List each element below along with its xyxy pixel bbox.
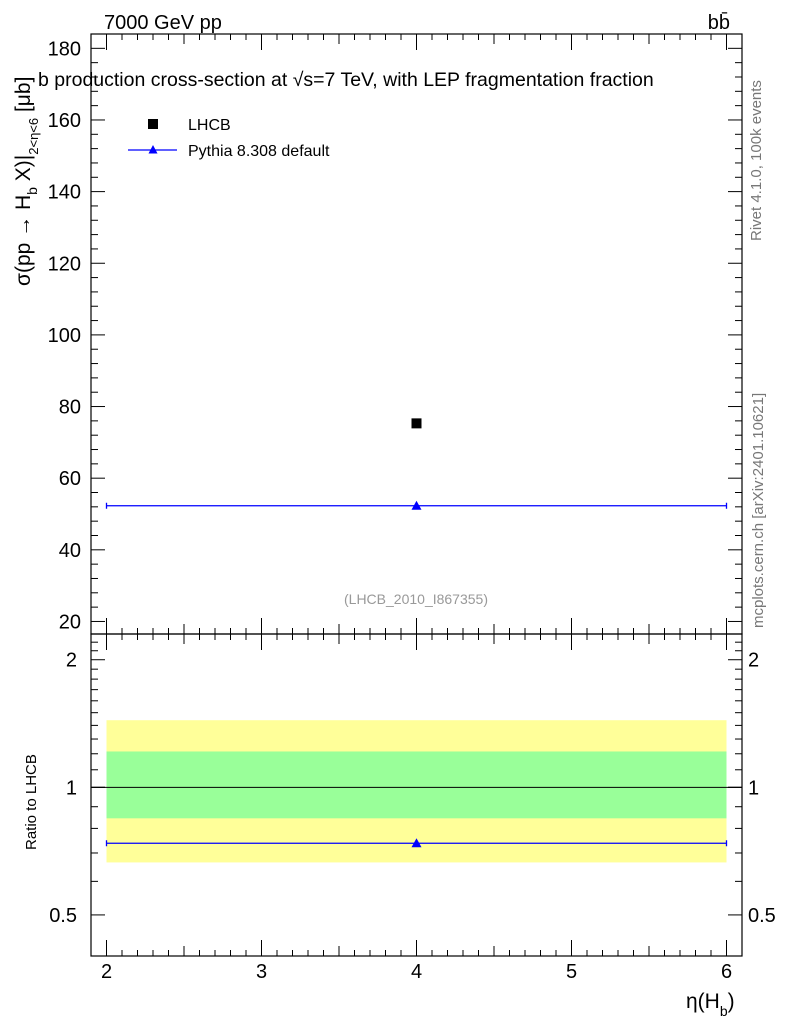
main-y-tick-label: 160	[48, 110, 81, 132]
legend-pythia-marker	[148, 145, 158, 154]
ratio-pythia-point	[411, 838, 422, 848]
legend-lhcb-marker	[148, 119, 158, 129]
ratio-marks	[105, 838, 728, 848]
main-y-tick-label: 40	[59, 540, 81, 562]
x-tick-label: 2	[101, 961, 112, 983]
x-tick-label: 6	[721, 961, 732, 983]
chart-title: b production cross-section at √s=7 TeV, …	[38, 69, 654, 91]
legend-lhcb-label: LHCB	[188, 117, 231, 134]
ratio-y-tick-label-right: 2	[748, 650, 759, 672]
main-y-tick-label: 80	[59, 397, 81, 419]
ratio-ticks	[91, 634, 742, 957]
main-y-tick-label: 180	[48, 38, 81, 60]
ratio-tick-labels: 0.5 0.5 1 1 2 2 2 3 4 5 6	[49, 650, 776, 983]
x-tick-label: 5	[566, 961, 577, 983]
ratio-panel: 0.5 0.5 1 1 2 2 2 3 4 5 6	[49, 633, 776, 983]
main-y-tick-label: 20	[59, 611, 81, 633]
header-right: bb̄	[708, 11, 730, 34]
watermark: (LHCB_2010_I867355)	[344, 591, 488, 607]
svg-text:σ(pp → Hb X)|2<η<6 [μb]: σ(pp → Hb X)|2<η<6 [μb]	[12, 77, 41, 286]
lhcb-point	[411, 418, 422, 429]
mcplots-label: mcplots.cern.ch [arXiv:2401.10621]	[750, 393, 767, 628]
main-y-tick-label: 140	[48, 182, 81, 204]
ratio-y-tick-label-right: 0.5	[748, 905, 776, 927]
pythia-point	[411, 500, 422, 510]
x-tick-label: 4	[411, 961, 422, 983]
main-y-tick-label: 120	[48, 253, 81, 275]
ratio-y-tick-label-right: 1	[748, 777, 759, 799]
main-tick-labels: 20 40 60 80 100 120 140 160 180	[48, 38, 81, 633]
main-y-tick-label: 100	[48, 325, 81, 347]
ratio-y-tick-label-left: 2	[66, 650, 77, 672]
x-tick-label: 3	[256, 961, 267, 983]
rivet-label: Rivet 4.1.0, 100k events	[748, 80, 765, 241]
legend: LHCB Pythia 8.308 default	[128, 117, 330, 160]
ratio-band-inner	[106, 751, 727, 819]
legend-pythia-label: Pythia 8.308 default	[188, 143, 330, 160]
main-ylabel: σ(pp → Hb X)|2<η<6 [μb]	[12, 77, 41, 286]
x-axis-label: η(Hb)	[686, 990, 735, 1019]
ratio-ylabel: Ratio to LHCB	[23, 754, 40, 850]
ratio-y-tick-label-left: 0.5	[49, 905, 77, 927]
ratio-y-tick-label-left: 1	[66, 777, 77, 799]
main-ticks	[91, 33, 742, 634]
header-left: 7000 GeV pp	[104, 12, 222, 34]
main-y-tick-label: 60	[59, 468, 81, 490]
main-marks	[105, 418, 728, 510]
main-panel: 20 40 60 80 100 120 140 160 180 (LHCB_2010_I8673…	[48, 33, 743, 635]
